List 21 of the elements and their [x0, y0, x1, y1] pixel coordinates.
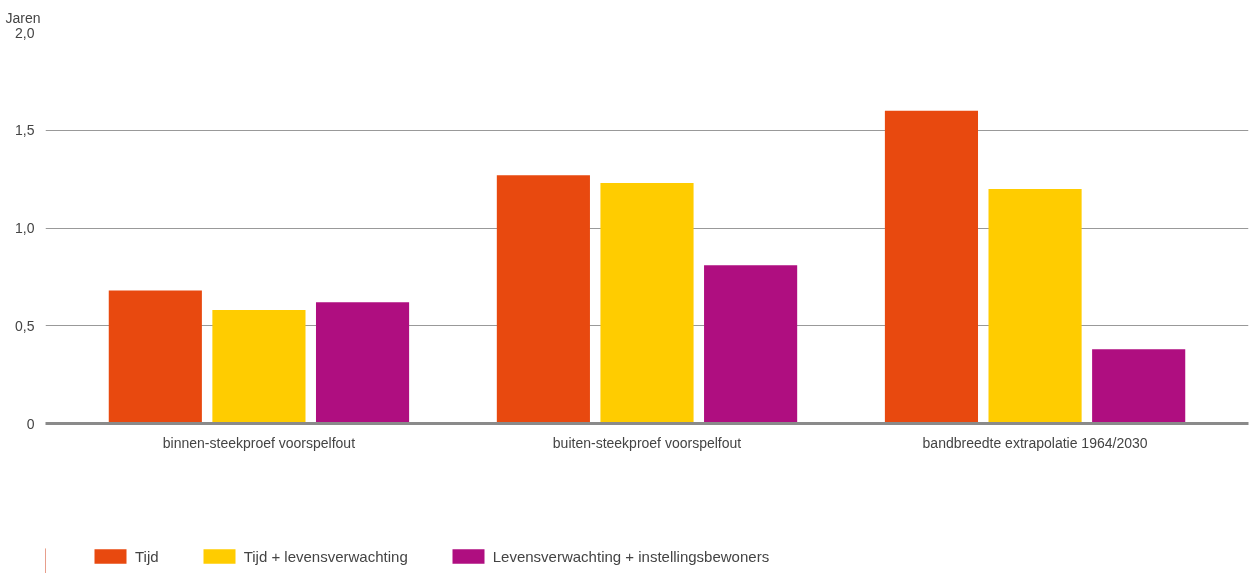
bar [212, 310, 306, 424]
bar [884, 110, 979, 424]
y-tick-label: 2,0 [15, 24, 35, 41]
y-tick-label: 1,0 [15, 220, 35, 236]
y-axis-title: Jaren [5, 9, 41, 26]
x-tick-label: bandbreedte extrapolatie 1964/2030 [922, 434, 1148, 451]
y-tick-label: 1,5 [15, 122, 35, 139]
bar [108, 290, 202, 424]
bar [988, 188, 1082, 424]
y-tick-label: 0 [26, 415, 35, 432]
legend-label: Tijd + levensverwachting [243, 547, 408, 565]
y-tick-label: 0,5 [15, 317, 35, 334]
legend-label: Tijd [135, 547, 159, 565]
bar [704, 265, 798, 424]
bar [496, 175, 590, 424]
x-tick-label: binnen-steekproef voorspelfout [162, 434, 356, 451]
x-tick-label: buiten-steekproef voorspelfout [552, 434, 742, 451]
bar [315, 302, 410, 424]
bar [1092, 349, 1186, 424]
legend-label: Levensverwachting + instellingsbewoners [492, 547, 770, 565]
bar [600, 183, 694, 424]
